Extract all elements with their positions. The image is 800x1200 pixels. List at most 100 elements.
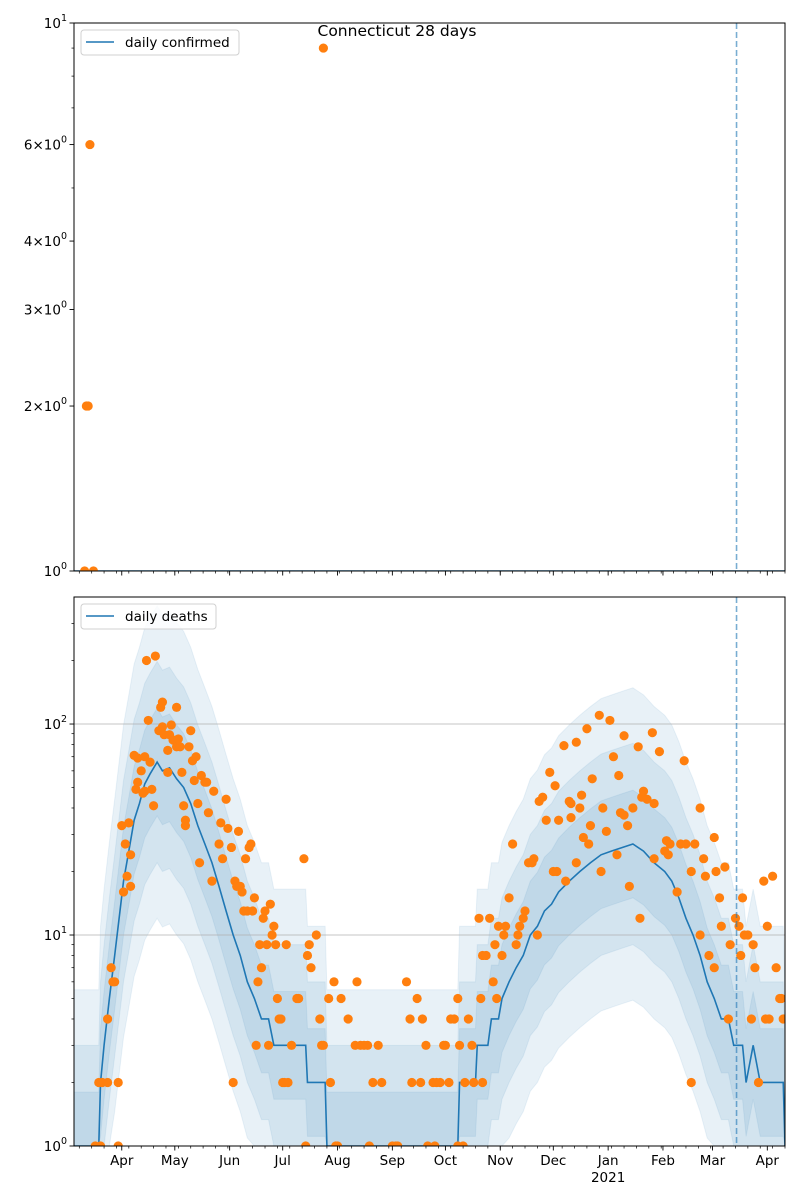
data-point	[764, 1014, 774, 1024]
data-point	[373, 1040, 383, 1050]
y-tick-exponent: 2	[61, 714, 67, 725]
data-point	[217, 854, 228, 864]
data-point	[716, 921, 726, 931]
data-point	[106, 963, 116, 973]
data-point	[559, 741, 569, 751]
y-tick-label: 4×100	[24, 231, 67, 250]
data-point	[594, 710, 604, 720]
data-point	[336, 993, 346, 1004]
data-point	[679, 756, 689, 766]
data-point	[325, 1077, 336, 1088]
y-tick-base: 10	[44, 928, 61, 944]
data-point	[730, 913, 741, 923]
data-point	[518, 913, 528, 923]
data-point	[294, 993, 304, 1004]
data-point	[711, 866, 721, 877]
data-point	[529, 854, 539, 864]
data-point	[700, 871, 711, 881]
data-point	[474, 913, 484, 923]
data-point	[493, 921, 504, 931]
data-point	[136, 766, 146, 776]
data-point	[171, 702, 182, 712]
data-point	[103, 1077, 113, 1088]
data-point	[577, 790, 587, 800]
data-point	[552, 866, 562, 877]
data-point	[110, 977, 120, 987]
data-point	[485, 913, 495, 923]
data-point	[216, 818, 226, 828]
data-point	[173, 734, 183, 744]
x-tick-label: Oct	[434, 1153, 457, 1169]
data-point	[141, 655, 152, 666]
data-point	[720, 862, 730, 872]
x-tick-label: Dec	[540, 1153, 566, 1169]
x-tick-label: May	[161, 1153, 189, 1169]
data-point	[157, 697, 168, 707]
plot-area	[74, 43, 785, 571]
y-tick-exponent: 0	[61, 135, 67, 146]
confidence-band-2	[74, 660, 785, 1146]
data-point	[343, 1014, 353, 1024]
data-point	[113, 1141, 123, 1146]
data-point	[140, 786, 150, 796]
data-point	[83, 401, 93, 411]
data-point	[481, 950, 491, 961]
y-tick-exponent: 1	[61, 925, 67, 936]
data-point	[256, 963, 267, 973]
data-point	[776, 993, 785, 1004]
data-point	[737, 893, 748, 903]
data-point	[778, 1014, 785, 1024]
legend-label: daily confirmed	[125, 35, 230, 51]
data-point	[499, 930, 509, 940]
data-point	[628, 803, 638, 813]
data-point	[260, 906, 270, 916]
data-point	[571, 737, 581, 747]
data-point	[237, 887, 247, 897]
data-point	[262, 940, 272, 950]
data-point	[143, 715, 153, 726]
data-point	[497, 950, 507, 961]
data-point	[246, 839, 256, 849]
data-point	[633, 742, 643, 752]
data-point	[324, 993, 334, 1004]
data-point	[228, 1077, 238, 1088]
data-point	[281, 940, 291, 950]
data-point	[681, 839, 691, 849]
x-tick-label: Apr	[756, 1153, 780, 1169]
y-tick-exponent: 0	[61, 300, 67, 311]
data-point	[663, 850, 673, 860]
data-point	[85, 139, 95, 150]
y-tick-base: 10	[44, 717, 61, 733]
data-point	[276, 1014, 286, 1024]
data-point	[430, 1141, 440, 1146]
legend-deaths: daily deaths	[80, 603, 217, 630]
data-point	[304, 940, 314, 950]
y-tick-base: 6×10	[24, 138, 61, 154]
data-point	[177, 767, 187, 777]
data-point	[520, 906, 530, 916]
data-point	[571, 858, 581, 868]
data-point	[157, 722, 168, 732]
data-point	[476, 993, 486, 1004]
data-point	[263, 1040, 274, 1050]
data-point	[550, 781, 560, 791]
data-point	[449, 1014, 459, 1024]
data-point	[598, 803, 608, 813]
data-point	[714, 893, 725, 903]
y-tick-label: 100	[44, 1136, 67, 1155]
legend-label: daily deaths	[125, 609, 208, 625]
data-point	[125, 881, 136, 891]
data-point	[405, 1014, 415, 1024]
data-point	[332, 1141, 343, 1146]
data-point	[233, 826, 244, 836]
data-point	[566, 813, 576, 823]
data-point	[743, 930, 753, 940]
data-point	[120, 839, 130, 849]
data-point	[117, 821, 127, 831]
data-point	[80, 566, 90, 571]
data-point	[302, 950, 313, 961]
data-point	[654, 747, 665, 757]
data-point	[608, 752, 619, 762]
